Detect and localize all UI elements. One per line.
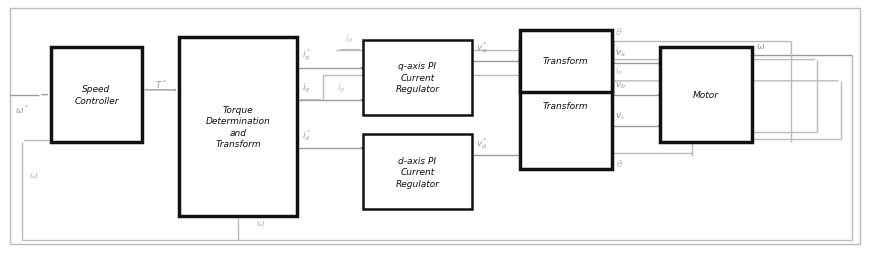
FancyBboxPatch shape — [520, 43, 612, 169]
Text: $i_q^*$: $i_q^*$ — [302, 47, 311, 63]
Text: $T^*$: $T^*$ — [155, 78, 167, 90]
Text: $v_d^*$: $v_d^*$ — [476, 136, 489, 151]
Text: $v_c$: $v_c$ — [615, 111, 626, 121]
Text: $\omega^*$: $\omega^*$ — [15, 103, 29, 115]
FancyBboxPatch shape — [363, 41, 472, 116]
Text: Speed
Controller: Speed Controller — [74, 85, 119, 105]
FancyBboxPatch shape — [179, 38, 297, 216]
Text: Transform: Transform — [543, 57, 589, 66]
Text: Torque
Determination
and
Transform: Torque Determination and Transform — [205, 105, 271, 149]
Text: q-axis PI
Current
Regulator: q-axis PI Current Regulator — [395, 62, 440, 94]
Text: $v_q^*$: $v_q^*$ — [476, 41, 489, 56]
Text: $i_b$: $i_b$ — [615, 65, 623, 77]
Text: $i_q$: $i_q$ — [336, 82, 345, 95]
FancyBboxPatch shape — [51, 48, 142, 142]
Text: d-axis PI
Current
Regulator: d-axis PI Current Regulator — [395, 156, 440, 188]
FancyBboxPatch shape — [363, 135, 472, 210]
Text: $i_a$: $i_a$ — [615, 43, 623, 56]
Text: Motor: Motor — [693, 91, 718, 100]
Text: $\omega$: $\omega$ — [29, 171, 38, 180]
Text: $v_a$: $v_a$ — [615, 49, 626, 59]
Text: Transform: Transform — [543, 102, 589, 110]
Text: $\theta$: $\theta$ — [616, 158, 623, 169]
FancyBboxPatch shape — [660, 48, 752, 142]
Text: $\theta$: $\theta$ — [615, 26, 622, 37]
Text: $v_b$: $v_b$ — [615, 80, 627, 90]
Text: $i_q$: $i_q$ — [302, 82, 310, 95]
Text: $\omega$: $\omega$ — [756, 42, 765, 51]
Text: $\omega$: $\omega$ — [255, 218, 265, 227]
Text: $i_{d}^*$: $i_{d}^*$ — [302, 128, 311, 143]
FancyBboxPatch shape — [520, 30, 612, 93]
Text: $i_d$: $i_d$ — [345, 32, 354, 45]
